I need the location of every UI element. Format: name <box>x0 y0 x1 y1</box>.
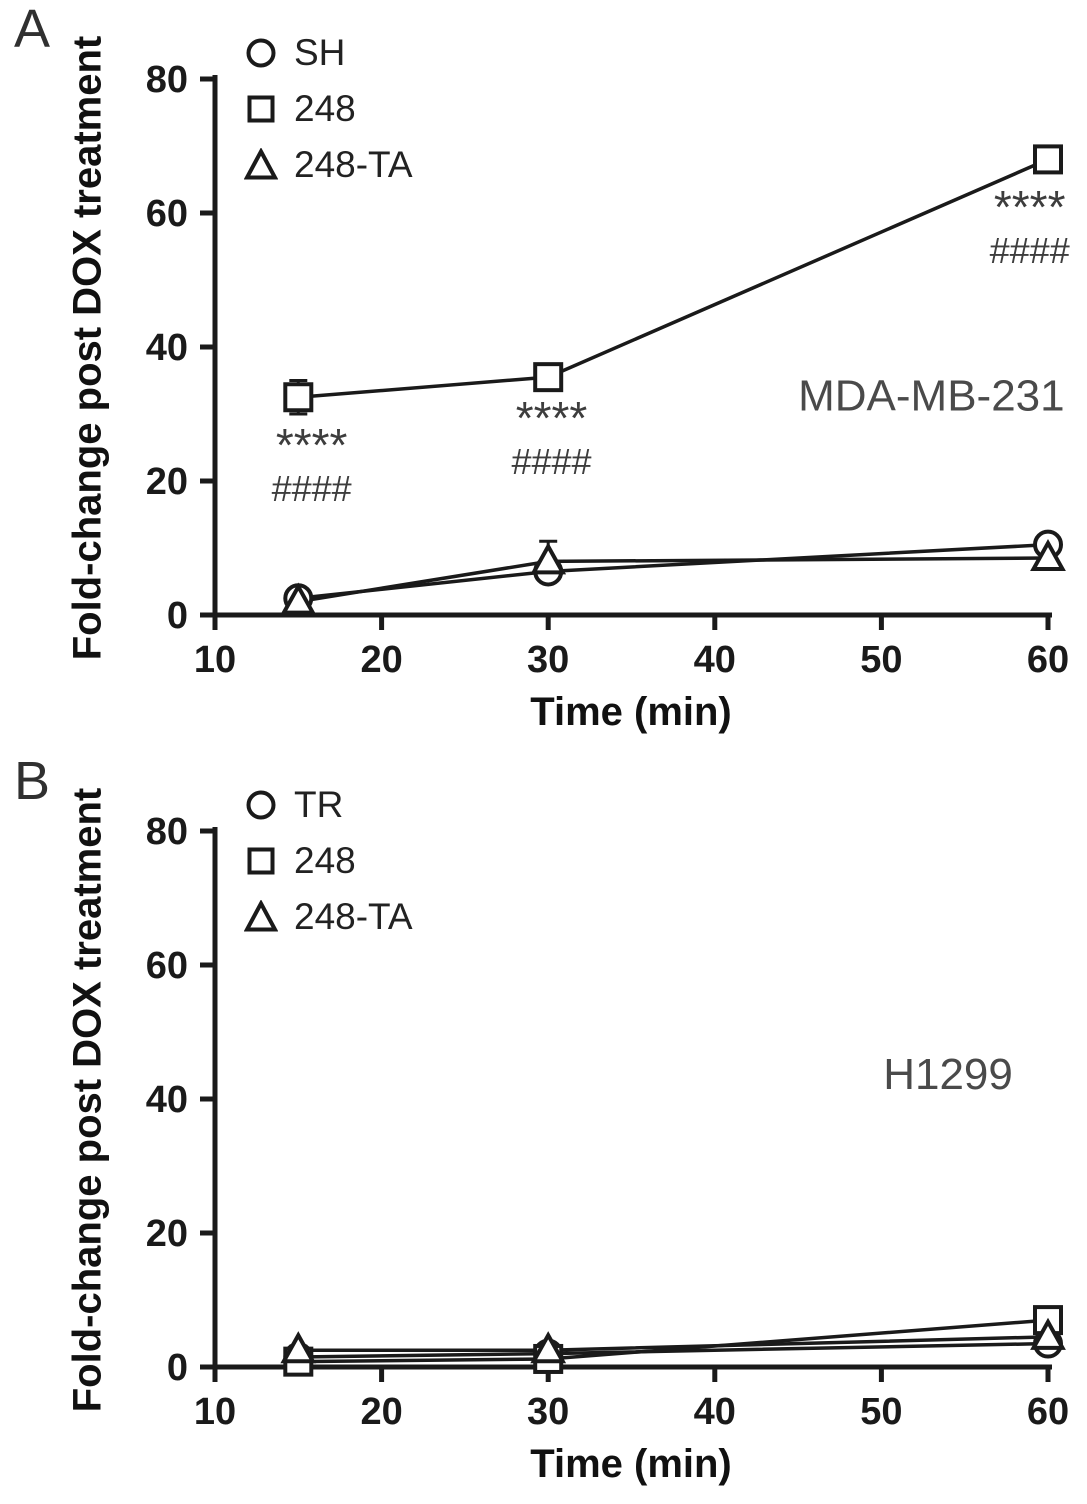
legend-label: SH <box>294 32 346 73</box>
cell-line-label: MDA-MB-231 <box>798 372 1065 421</box>
x-tick-label: 20 <box>360 639 402 681</box>
significance-hashes: #### <box>511 441 591 482</box>
x-tick-label: 50 <box>860 1391 902 1433</box>
x-tick-label: 10 <box>194 639 236 681</box>
x-tick-label: 40 <box>694 1391 736 1433</box>
x-tick-label: 20 <box>360 1391 402 1433</box>
significance-hashes: #### <box>272 468 352 509</box>
marker-square-248 <box>1033 144 1063 175</box>
x-tick-label: 60 <box>1027 639 1069 681</box>
legend-label: TR <box>294 784 344 825</box>
legend-label: 248 <box>294 840 356 881</box>
series-line-248-TA <box>298 1335 1049 1352</box>
x-tick-label: 30 <box>527 639 569 681</box>
legend-label: 248-TA <box>294 896 413 937</box>
x-tick-label: 50 <box>860 639 902 681</box>
legend-item-248: 248 <box>244 88 413 129</box>
y-tick-label: 40 <box>146 1079 188 1121</box>
significance-asterisks: **** <box>516 392 588 444</box>
panel-a-y-axis-label: Fold-change post DOX treatment <box>65 35 110 661</box>
panel-b-x-axis-label: Time (min) <box>530 1442 732 1486</box>
legend-label: 248 <box>294 88 356 129</box>
significance-hashes: #### <box>990 230 1070 271</box>
square-marker-icon <box>247 95 275 123</box>
y-tick-label: 80 <box>146 59 188 101</box>
marker-triangle-248-TA <box>280 582 317 615</box>
y-tick-label: 60 <box>146 193 188 235</box>
legend-item-248: 248 <box>244 840 413 881</box>
panel-a-legend: SH 248 248-TA <box>244 32 413 204</box>
x-tick-label: 60 <box>1027 1391 1069 1433</box>
panel-a-letter: A <box>14 0 51 59</box>
legend-item-248-ta: 248-TA <box>244 144 413 185</box>
panel-b-plot: 0 20 40 60 80 10 20 30 40 50 60 H1299 <box>146 811 1069 1433</box>
panel-a: 0 20 40 60 80 10 20 30 40 50 60 **** #### **** #### ***… <box>14 0 1070 734</box>
y-tick-label: 40 <box>146 327 188 369</box>
x-tick-label: 40 <box>694 639 736 681</box>
x-tick-label: 10 <box>194 1391 236 1433</box>
marker-square-248 <box>533 362 564 393</box>
legend-item-tr: TR <box>244 784 413 825</box>
y-tick-label: 0 <box>167 1347 188 1389</box>
significance-asterisks: **** <box>994 181 1066 233</box>
y-tick-label: 0 <box>167 595 188 637</box>
series-line-SH <box>298 542 1049 600</box>
square-marker-icon <box>247 847 275 875</box>
marker-triangle-248-TA <box>530 542 567 575</box>
panel-b-legend: TR 248 248-TA <box>244 784 413 956</box>
circle-marker-icon <box>246 38 276 68</box>
panel-a-x-axis-label: Time (min) <box>530 690 732 734</box>
y-tick-label: 20 <box>146 461 188 503</box>
circle-marker-icon <box>246 790 276 820</box>
marker-triangle-248-TA <box>280 1331 317 1364</box>
significance-asterisks: **** <box>276 419 348 471</box>
panel-b: 0 20 40 60 80 10 20 30 40 50 60 H1299 B Fold-change… <box>0 752 1087 1504</box>
triangle-marker-icon <box>244 900 278 932</box>
marker-triangle-248-TA <box>1030 538 1066 572</box>
legend-label: 248-TA <box>294 144 413 185</box>
panel-b-letter: B <box>14 751 51 811</box>
panel-b-y-axis-label: Fold-change post DOX treatment <box>65 787 110 1413</box>
y-tick-label: 60 <box>146 945 188 987</box>
triangle-marker-icon <box>244 148 278 180</box>
legend-item-248-ta: 248-TA <box>244 896 413 937</box>
marker-triangle-248-TA <box>1030 1317 1066 1350</box>
x-tick-label: 30 <box>527 1391 569 1433</box>
y-tick-label: 80 <box>146 811 188 853</box>
legend-item-sh: SH <box>244 32 413 73</box>
cell-line-label: H1299 <box>883 1050 1013 1099</box>
y-tick-label: 20 <box>146 1213 188 1255</box>
marker-triangle-248-TA <box>530 1331 567 1364</box>
marker-square-248 <box>283 382 314 413</box>
